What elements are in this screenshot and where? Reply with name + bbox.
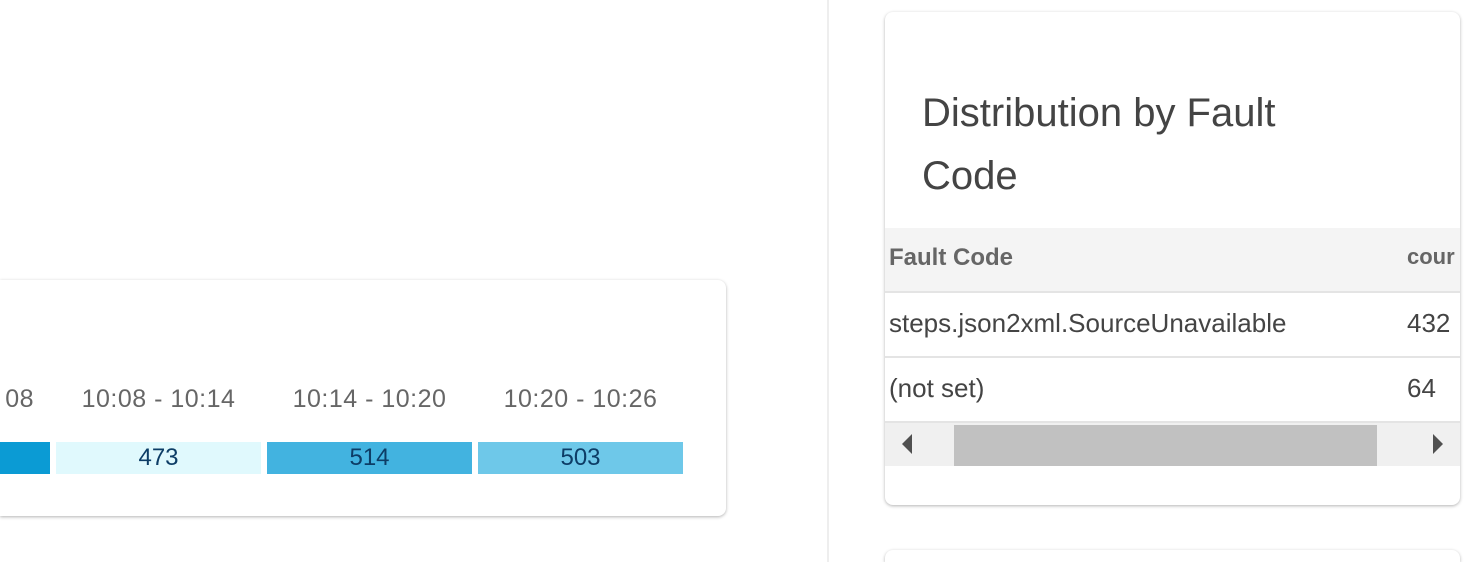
next-card [885,550,1460,562]
fault-code-cell: steps.json2xml.SourceUnavailable [889,308,1287,338]
count-cell: 64 [1407,373,1436,403]
column-header-count[interactable]: cour [1407,244,1455,269]
time-bar[interactable]: 473 [56,442,261,474]
time-distribution-card [0,280,726,516]
horizontal-scrollbar[interactable] [885,423,1460,466]
count-cell: 432 [1407,308,1451,338]
scroll-left-arrow-icon[interactable] [902,434,912,454]
column-divider [827,0,829,562]
time-bar[interactable] [0,442,50,474]
time-label: 10:08 - 10:14 [81,385,236,413]
time-label: 10:14 - 10:20 [292,385,447,413]
fault-code-card: Distribution by Fault Code Fault Code co… [885,12,1460,505]
scroll-right-arrow-icon[interactable] [1433,434,1443,454]
scrollbar-thumb[interactable] [954,425,1377,466]
time-bar[interactable]: 514 [267,442,472,474]
time-label: 08 [5,385,34,413]
time-label: 10:20 - 10:26 [503,385,658,413]
table-header: Fault Code cour [885,228,1460,293]
fault-code-cell: (not set) [889,373,985,403]
column-header-fault-code[interactable]: Fault Code [889,244,1013,271]
table-row: steps.json2xml.SourceUnavailable 432 [885,293,1460,358]
card-title: Distribution by Fault Code [922,91,1276,198]
time-bar[interactable]: 503 [478,442,683,474]
table-row: (not set) 64 [885,358,1460,423]
